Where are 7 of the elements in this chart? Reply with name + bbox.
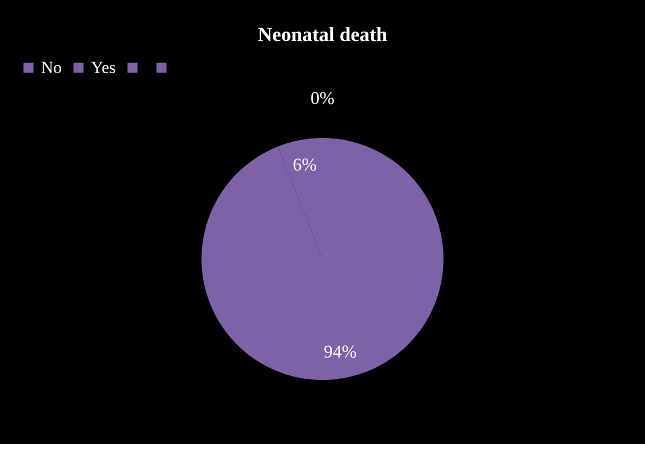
pie-slice: [202, 138, 444, 380]
data-label: 94%: [324, 341, 357, 362]
legend-label: Yes: [91, 58, 116, 77]
data-label: 6%: [292, 154, 317, 175]
text: 0%: [310, 88, 334, 108]
chart-title: Neonatal death: [258, 24, 388, 46]
legend-label: No: [41, 58, 62, 77]
